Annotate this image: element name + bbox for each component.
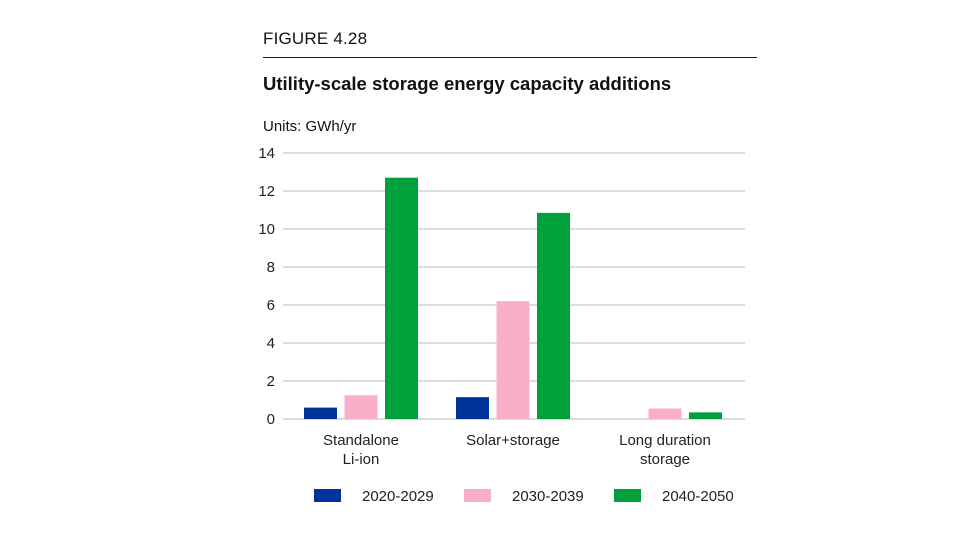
- x-category-label: Standalone Li-ion: [323, 432, 399, 468]
- legend-label-2030-2039: 2030-2039: [512, 488, 584, 505]
- y-tick-label: 14: [258, 145, 275, 162]
- chart-title: Utility-scale storage energy capacity ad…: [263, 73, 672, 94]
- bar-2040-2050-Standalone Li-ion: [385, 177, 418, 419]
- y-tick-label: 12: [258, 183, 275, 200]
- x-axis-categories: Standalone Li-ion Solar+storage Long durati…: [323, 432, 711, 468]
- bar-2040-2050-Solar+storage: [537, 212, 570, 419]
- bar-2040-2050-Long duration storage: [689, 412, 722, 419]
- bar-2030-2039-Long duration storage: [648, 408, 682, 419]
- bar-2030-2039-Standalone Li-ion: [344, 395, 378, 419]
- y-axis-ticks: 0 2 4 6 8 10 12 14: [258, 145, 275, 428]
- bar-2030-2039-Solar+storage: [496, 301, 530, 419]
- y-tick-label: 2: [267, 373, 275, 390]
- bar-2020-2029-Solar+storage: [456, 397, 489, 419]
- bars: [304, 177, 722, 419]
- legend-swatch-2030-2039: [464, 489, 491, 502]
- bar-2020-2029-Standalone Li-ion: [304, 407, 337, 419]
- title-divider: [263, 57, 757, 58]
- figure-label: FIGURE 4.28: [263, 29, 368, 48]
- x-category-label: Solar+storage: [466, 432, 560, 449]
- y-tick-label: 0: [267, 411, 275, 428]
- x-category-label: Long duration storage: [619, 432, 711, 468]
- legend-label-2020-2029: 2020-2029: [362, 488, 434, 505]
- legend-swatch-2020-2029: [314, 489, 341, 502]
- y-tick-label: 6: [267, 297, 275, 314]
- legend-label-2040-2050: 2040-2050: [662, 488, 734, 505]
- y-tick-label: 4: [267, 335, 275, 352]
- legend: 2020-2029 2030-2039 2040-2050: [314, 488, 734, 505]
- legend-swatch-2040-2050: [614, 489, 641, 502]
- units-label: Units: GWh/yr: [263, 118, 357, 135]
- y-tick-label: 10: [258, 221, 275, 238]
- y-tick-label: 8: [267, 259, 275, 276]
